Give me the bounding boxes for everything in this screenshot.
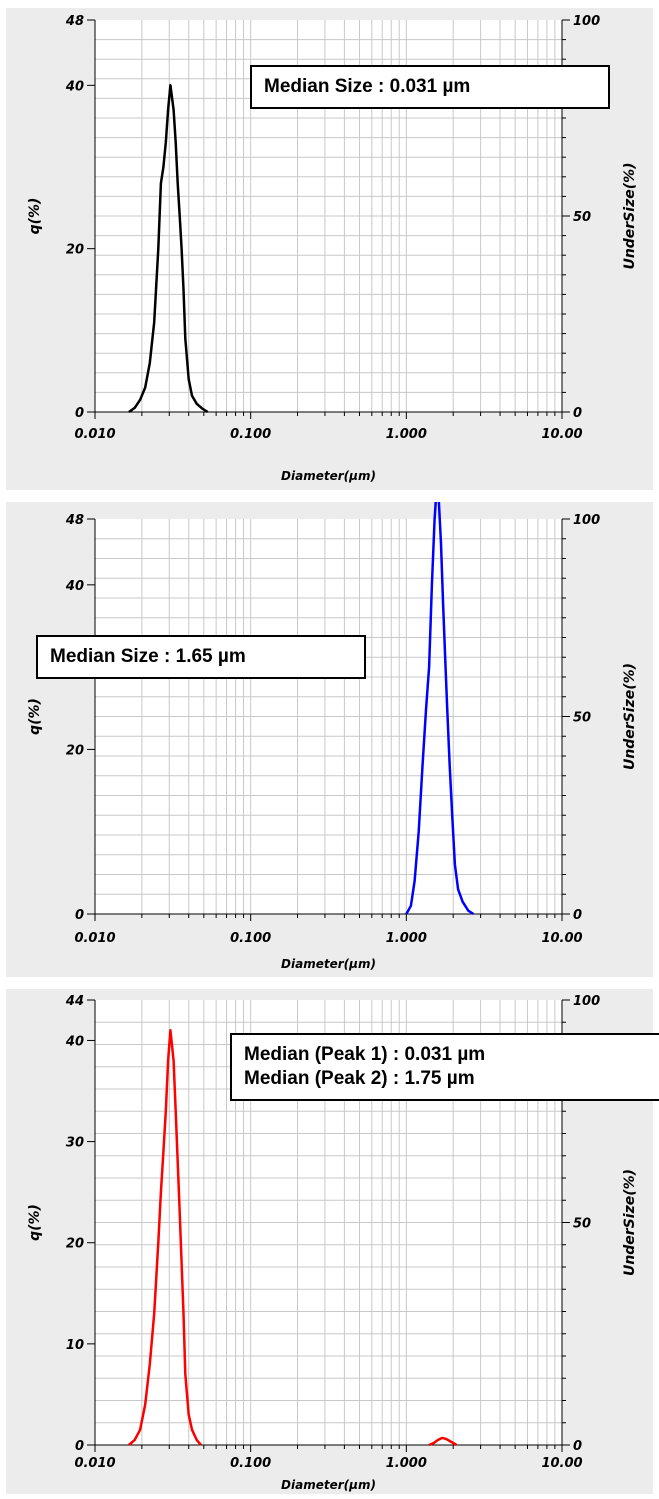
y-right-tick-label: 50 xyxy=(573,210,591,225)
series-line-1 xyxy=(128,1029,202,1446)
y-right-tick-label: 0 xyxy=(573,908,582,923)
y-right-tick-label: 0 xyxy=(573,406,582,421)
x-tick-label: 10.00 xyxy=(541,1456,582,1471)
y-tick-label: 40 xyxy=(65,579,84,594)
y-tick-label: 20 xyxy=(66,243,84,258)
x-tick-label: 0.100 xyxy=(230,931,271,946)
median-annotation: Median Size : 0.031 µm xyxy=(264,76,471,97)
x-tick-label: 1.000 xyxy=(386,1456,427,1471)
median-annotation-box: Median (Peak 1) : 0.031 µm Median (Peak … xyxy=(230,1033,659,1101)
y-tick-label: 40 xyxy=(65,79,84,94)
y-tick-label: 44 xyxy=(65,994,84,1009)
y-right-tick-label: 50 xyxy=(573,1217,591,1232)
y-tick-label: 0 xyxy=(75,406,84,421)
y-tick-label: 0 xyxy=(75,908,84,923)
y-tick-label: 48 xyxy=(65,513,84,528)
x-tick-label: 0.010 xyxy=(74,427,115,442)
x-tick-label: 1.000 xyxy=(386,931,427,946)
median-peak2-annotation: Median (Peak 2) : 1.75 µm xyxy=(244,1068,475,1089)
chart-panel-median-0031: 0.010 0.100 1.000 10.00 0 20 40 48 0 50 100 q(%) Und… xyxy=(6,8,653,490)
y-tick-label: 40 xyxy=(65,1034,84,1049)
median-peak1-annotation: Median (Peak 1) : 0.031 µm xyxy=(244,1044,486,1065)
y-axis-title: q(%) xyxy=(27,1204,43,1241)
x-tick-label: 10.00 xyxy=(541,931,582,946)
chart-panel-median-165: 0.010 0.100 1.000 10.00 0 20 40 48 0 50 100 q(%) Und… xyxy=(6,502,653,977)
median-annotation-box: Median Size : 0.031 µm xyxy=(250,65,610,109)
y-right-axis-title: UnderSize(%) xyxy=(622,162,638,269)
series-line-2 xyxy=(428,1436,458,1447)
y-tick-label: 20 xyxy=(66,1237,84,1252)
median-annotation: Median Size : 1.65 µm xyxy=(50,646,246,667)
x-tick-label: 1.000 xyxy=(386,427,427,442)
y-axis-title: q(%) xyxy=(27,198,43,235)
x-axis-title: Diameter(µm) xyxy=(281,1478,376,1492)
chart-panel-bimodal: 0.010 0.100 1.000 10.00 0 10 20 30 40 44 0 50 100 q(%… xyxy=(6,989,659,1494)
y-tick-label: 30 xyxy=(66,1136,84,1151)
y-tick-label: 20 xyxy=(66,743,84,758)
median-annotation-box: Median Size : 1.65 µm xyxy=(36,635,366,679)
x-tick-label: 0.010 xyxy=(74,931,115,946)
y-right-axis-title: UnderSize(%) xyxy=(622,663,638,770)
psd-chart-2: 0.010 0.100 1.000 10.00 0 20 40 48 0 50 100 q(%) Und… xyxy=(27,502,638,971)
x-tick-label: 0.010 xyxy=(74,1456,115,1471)
x-axis-title: Diameter(µm) xyxy=(281,469,376,483)
y-right-tick-label: 0 xyxy=(573,1439,582,1454)
y-right-axis-title: UnderSize(%) xyxy=(622,1169,638,1276)
x-tick-label: 10.00 xyxy=(541,427,582,442)
y-right-tick-label: 50 xyxy=(573,711,591,726)
y-right-tick-label: 100 xyxy=(573,14,600,29)
grid xyxy=(95,519,562,914)
series-line-1 xyxy=(128,84,209,414)
x-axis-title: Diameter(µm) xyxy=(281,957,376,971)
y-tick-label: 0 xyxy=(75,1439,84,1454)
y-right-tick-label: 100 xyxy=(573,513,600,528)
x-tick-label: 0.100 xyxy=(230,427,271,442)
x-tick-label: 0.100 xyxy=(230,1456,271,1471)
y-tick-label: 10 xyxy=(66,1338,84,1353)
y-axis-title: q(%) xyxy=(27,698,43,735)
y-tick-label: 48 xyxy=(65,14,84,29)
series-line-1 xyxy=(405,502,475,916)
y-right-tick-label: 100 xyxy=(573,994,600,1009)
